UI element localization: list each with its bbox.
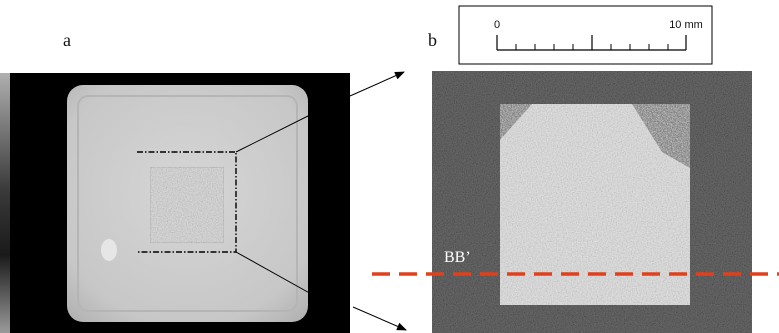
panel-b-specimen-region bbox=[500, 104, 690, 305]
arrow-top bbox=[349, 71, 405, 97]
scale-bar-start-label: 0 bbox=[494, 19, 500, 31]
panel-b-image bbox=[432, 71, 752, 333]
panel-a-gray-strip bbox=[0, 73, 10, 333]
section-line-label: BB’ bbox=[444, 249, 471, 266]
scale-bar: 0 10 mm bbox=[458, 5, 713, 65]
scale-bar-frame bbox=[458, 5, 713, 65]
panel-a-tile-inner-edge bbox=[77, 95, 298, 312]
panel-label-b: b bbox=[428, 30, 437, 50]
zoom-connectors bbox=[235, 71, 407, 331]
panel-a-specimen-region bbox=[149, 166, 225, 244]
panel-a-spot bbox=[101, 239, 117, 261]
panel-a-image bbox=[0, 73, 350, 333]
section-line-bb: BB’ bbox=[372, 249, 779, 276]
panel-a-zoom-box bbox=[137, 151, 237, 253]
panel-label-a: a bbox=[63, 30, 71, 50]
arrow-bottom bbox=[352, 306, 407, 331]
scale-bar-end-label: 10 mm bbox=[669, 19, 703, 31]
